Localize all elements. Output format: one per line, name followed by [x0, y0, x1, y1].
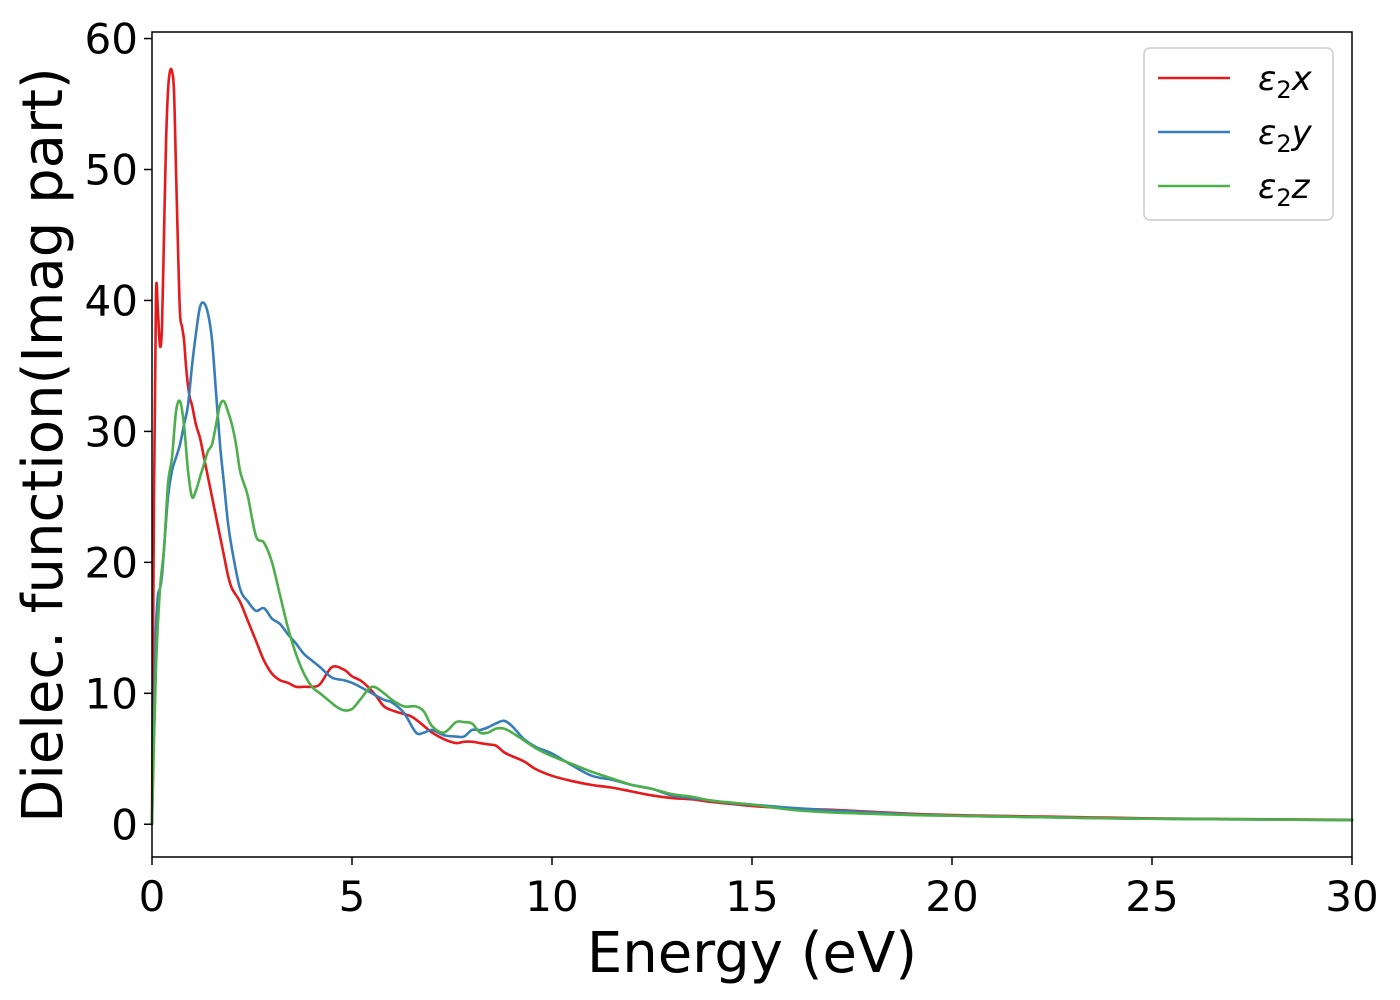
- x-axis-title: Energy (eV): [587, 921, 917, 986]
- x-tick-label: 5: [339, 872, 366, 921]
- y-tick-label: 20: [85, 538, 138, 587]
- y-tick-label: 10: [85, 669, 138, 718]
- legend: ε2x ε2y ε2z: [1143, 47, 1334, 221]
- x-tick-label: 15: [725, 872, 778, 921]
- x-tick-label: 30: [1325, 872, 1378, 921]
- y-axis: 0 10 20 30 40 50 60: [85, 15, 152, 849]
- y-tick-label: 30: [85, 407, 138, 456]
- x-axis: 0 5 10 15 20 25 30: [139, 857, 1379, 921]
- y-axis-title: Dielec. function(Imag part): [11, 67, 76, 823]
- y-tick-label: 60: [85, 15, 138, 64]
- y-tick-label: 0: [111, 800, 138, 849]
- series-line-y: [150, 301, 1354, 826]
- y-tick-label: 40: [85, 276, 138, 325]
- legend-label-x: ε2x: [1258, 59, 1313, 104]
- legend-label-y: ε2y: [1258, 113, 1313, 158]
- x-tick-label: 0: [139, 872, 166, 921]
- x-tick-label: 25: [1125, 872, 1178, 921]
- y-tick-label: 50: [85, 146, 138, 195]
- x-tick-label: 20: [925, 872, 978, 921]
- x-tick-label: 10: [525, 872, 578, 921]
- series-layer: [150, 67, 1354, 826]
- legend-box: [1143, 47, 1334, 221]
- legend-label-z: ε2z: [1258, 167, 1311, 212]
- series-line-z: [150, 399, 1354, 826]
